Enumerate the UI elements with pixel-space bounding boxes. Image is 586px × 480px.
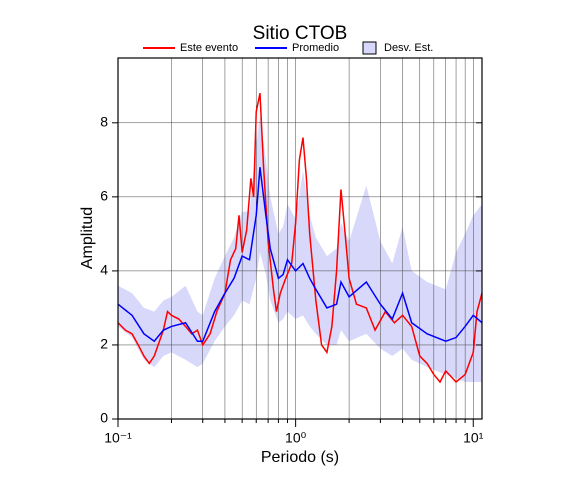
- x-tick-label: 10⁻¹: [104, 430, 132, 446]
- y-tick-label: 8: [100, 113, 108, 129]
- y-tick-label: 4: [100, 262, 108, 278]
- legend-label: Este evento: [180, 42, 238, 54]
- plot-frame: [117, 57, 483, 420]
- legend-label: Desv. Est.: [384, 42, 433, 54]
- y-tick-label: 6: [100, 188, 108, 204]
- legend-swatch: [362, 41, 377, 55]
- chart-title: Sitio CTOB: [253, 23, 348, 44]
- y-tick-label: 2: [100, 336, 108, 352]
- line-0: [117, 93, 483, 384]
- x-tick-label: 10¹: [463, 430, 484, 446]
- x-tick-label: 10⁰: [285, 430, 307, 446]
- std-band: [118, 115, 482, 382]
- legend-label: Promedio: [292, 42, 339, 54]
- y-tick-label: 0: [100, 410, 108, 426]
- x-axis-label: Periodo (s): [261, 449, 339, 466]
- y-axis-label: Amplitud: [79, 207, 96, 269]
- line-1: [117, 167, 483, 343]
